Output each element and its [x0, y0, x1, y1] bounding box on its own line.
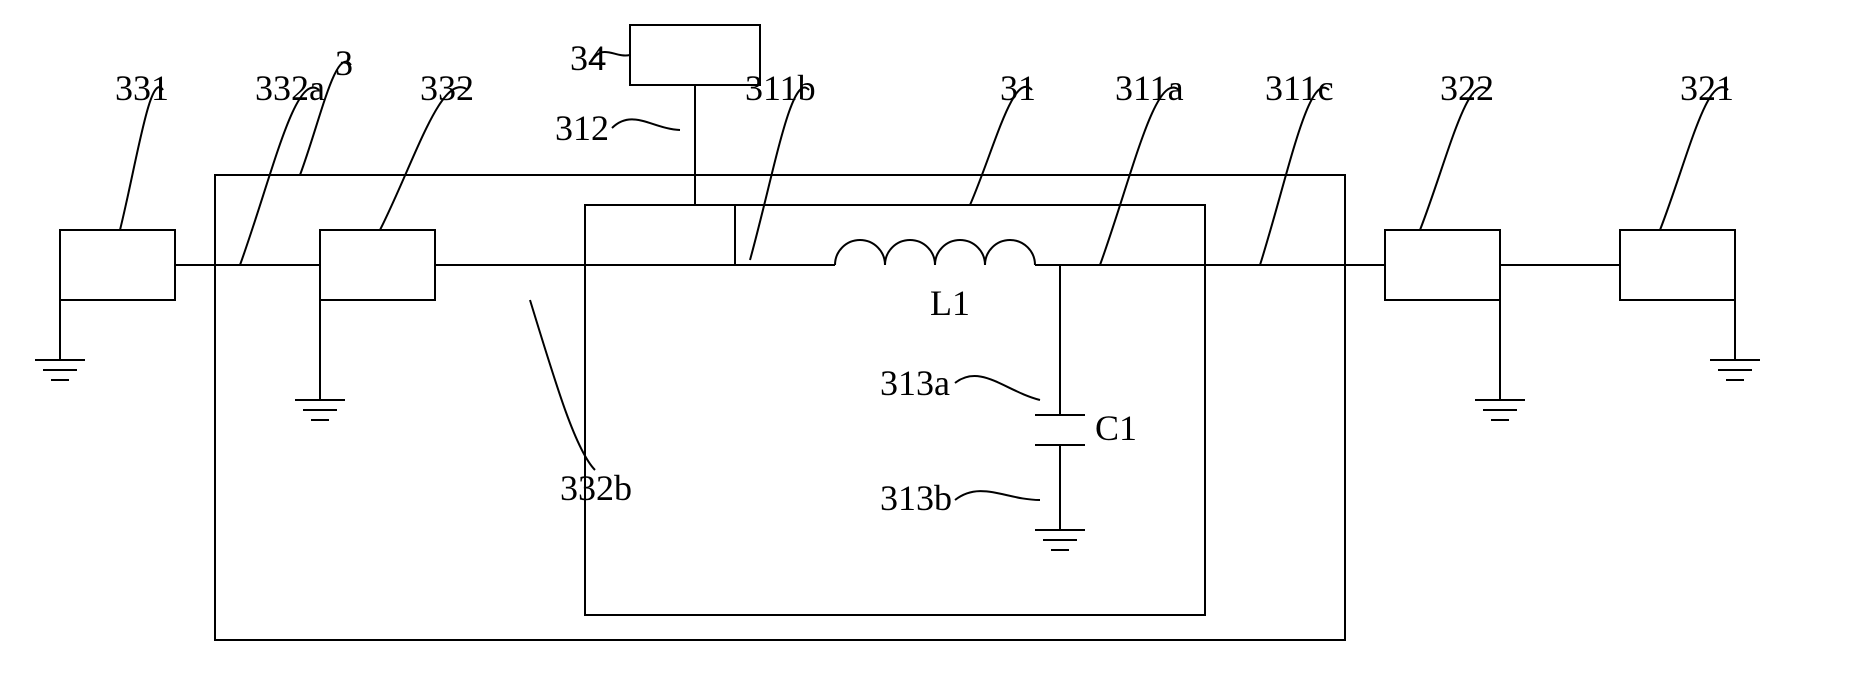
- ground-g322: [1475, 300, 1525, 420]
- inductor-l1: [835, 240, 1035, 265]
- label-C1: C1: [1095, 408, 1137, 448]
- block-b332: [320, 230, 435, 300]
- block-b331: [60, 230, 175, 300]
- label-l34: 34: [570, 38, 606, 78]
- block-b322: [1385, 230, 1500, 300]
- block-b321: [1620, 230, 1735, 300]
- block-b34: [630, 25, 760, 85]
- label-l313b: 313b: [880, 478, 952, 518]
- ground-g331: [35, 300, 85, 380]
- ground-gC1: [1035, 530, 1085, 550]
- label-L1: L1: [930, 283, 970, 323]
- ground-g332: [295, 300, 345, 420]
- label-l332b: 332b: [560, 468, 632, 508]
- label-l312: 312: [555, 108, 609, 148]
- label-l313a: 313a: [880, 363, 950, 403]
- block-b312: [585, 205, 735, 265]
- ground-g321: [1710, 300, 1760, 380]
